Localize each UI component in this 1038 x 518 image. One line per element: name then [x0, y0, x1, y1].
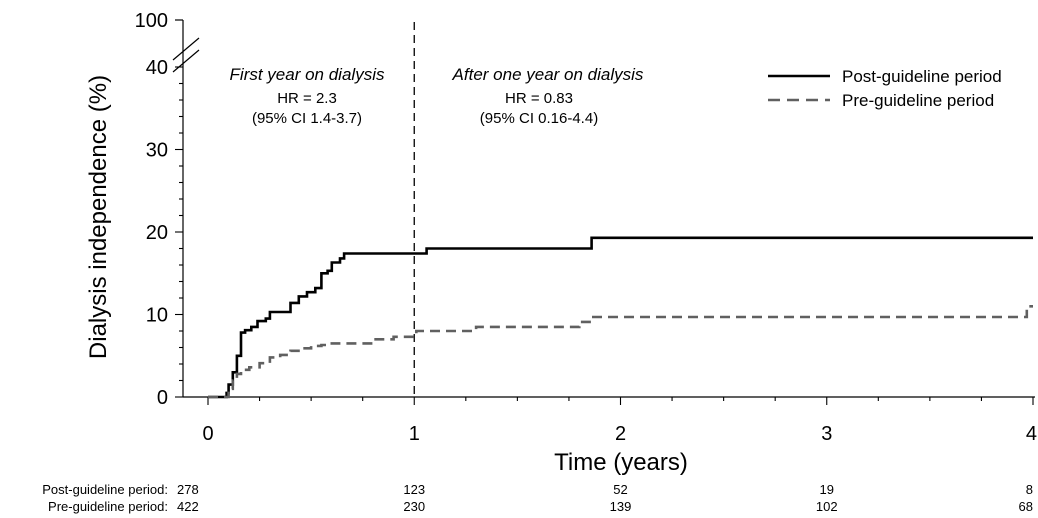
annotation-after-year-title: After one year on dialysis [452, 65, 644, 84]
annotation-first-year-hr: HR = 2.3 [277, 90, 337, 107]
risk-value: 8 [1026, 482, 1033, 497]
x-tick-label: 2 [615, 423, 626, 445]
annotation-after-year-ci: (95% CI 0.16-4.4) [480, 110, 598, 127]
risk-value: 102 [816, 499, 838, 514]
annotation-after-year-hr: HR = 0.83 [505, 90, 573, 107]
risk-value: 230 [403, 499, 425, 514]
legend-label-pre: Pre-guideline period [842, 91, 994, 110]
x-tick-label: 0 [202, 423, 213, 445]
risk-value: 68 [1019, 499, 1033, 514]
risk-value: 123 [403, 482, 425, 497]
y-tick-label: 10 [146, 305, 168, 327]
y-axis-title: Dialysis independence (%) [85, 75, 112, 359]
risk-value: 52 [613, 482, 627, 497]
axis-break-mark-upper [172, 37, 200, 61]
series-line-post-guideline [208, 236, 1033, 399]
risk-value: 278 [177, 482, 199, 497]
risk-value: 139 [610, 499, 632, 514]
series-layer [208, 236, 1033, 399]
y-tick-label-100: 100 [135, 10, 168, 32]
y-tick-label: 0 [157, 387, 168, 409]
risk-row-label: Post-guideline period: [42, 482, 168, 497]
annotation-first-year-ci: (95% CI 1.4-3.7) [252, 110, 362, 127]
annotations: First year on dialysis HR = 2.3 (95% CI … [230, 65, 644, 127]
x-tick-label: 4 [1026, 423, 1037, 445]
risk-value: 422 [177, 499, 199, 514]
legend: Post-guideline period Pre-guideline peri… [768, 67, 1002, 110]
x-tick-label: 3 [821, 423, 832, 445]
axes [175, 50, 1035, 405]
annotation-first-year-title: First year on dialysis [230, 65, 385, 84]
y-axis-break [172, 19, 200, 73]
y-tick-label: 20 [146, 222, 168, 244]
axis-break-mark-lower [172, 49, 200, 73]
y-tick-label: 30 [146, 140, 168, 162]
risk-value: 19 [820, 482, 834, 497]
risk-row-label: Pre-guideline period: [48, 499, 168, 514]
y-tick-label: 40 [146, 57, 168, 79]
x-tick-label: 1 [409, 423, 420, 445]
number-at-risk-table: Post-guideline period: 278 123 52 19 8 Pre-gui… [42, 482, 1033, 514]
x-axis-title: Time (years) [554, 449, 688, 476]
tick-labels: 0 10 20 30 40 0 1 2 3 4 [146, 57, 1037, 445]
series-line-pre-guideline [208, 305, 1033, 399]
legend-label-post: Post-guideline period [842, 67, 1002, 86]
